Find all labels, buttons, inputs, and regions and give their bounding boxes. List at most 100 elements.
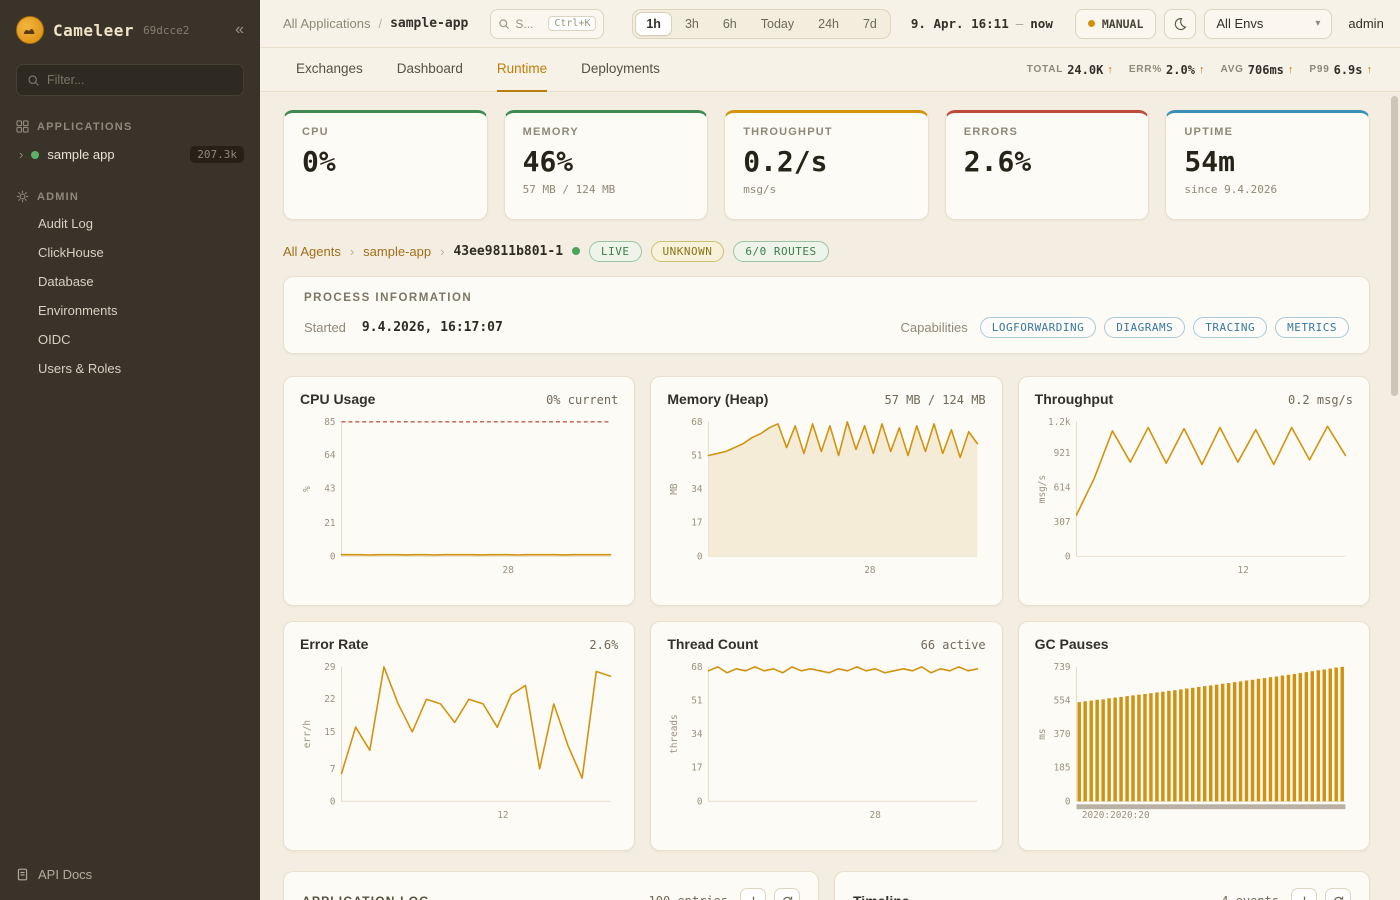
sidebar-item-sample-app[interactable]: › sample app 207.3k (0, 139, 260, 170)
agent-crumb-all-agents[interactable]: All Agents (283, 243, 341, 259)
admin-section-label: ADMIN (37, 190, 80, 203)
throughput-chart: 0 307 614 921 1.2k msg/s 12 (1037, 417, 1346, 576)
kpi-value: 0% (302, 145, 336, 178)
error-rate-chart: 0 7 15 22 29 err/h 12 (302, 662, 612, 821)
chart-current-value: 2.6% (589, 638, 619, 652)
manual-label: MANUAL (1101, 16, 1144, 31)
manual-refresh-button[interactable]: MANUAL (1074, 8, 1157, 39)
kpi-sub: msg/s (743, 183, 777, 196)
kpi-card-throughput: THROUGHPUT 0.2/s msg/s (724, 110, 929, 220)
stat-p99-label: P99 (1309, 64, 1330, 75)
chart-card-error-rate: Error Rate 2.6% 0 7 15 22 29 err/h 12 (283, 621, 636, 851)
svg-text:921: 921 (1053, 448, 1070, 459)
chart-card-memory-heap: Memory (Heap) 57 MB / 124 MB 0 17 34 51 68 MB 2… (650, 376, 1003, 606)
timeline-count: 4 events (1221, 894, 1279, 900)
stat-total-value: 24.0K (1067, 62, 1104, 77)
moon-icon (1173, 17, 1187, 31)
up-arrow-icon: ↑ (1287, 63, 1294, 76)
svg-text:1.2k: 1.2k (1048, 417, 1071, 428)
up-arrow-icon: ↑ (1366, 63, 1373, 76)
tab-deployments[interactable]: Deployments (581, 61, 660, 76)
logo-row: Cameleer 69dcce2 « (0, 0, 260, 52)
time-range-6h[interactable]: 6h (712, 12, 748, 36)
badge-unknown: UNKNOWN (650, 240, 725, 262)
api-docs-link[interactable]: API Docs (0, 851, 260, 900)
app-title: Cameleer (53, 20, 135, 40)
svg-text:ms: ms (1037, 728, 1048, 739)
refresh-button[interactable] (1325, 888, 1351, 900)
env-select-value: All Envs (1216, 16, 1264, 31)
sidebar-item-oidc[interactable]: OIDC (38, 332, 71, 347)
kpi-label: MEMORY (522, 126, 579, 138)
badge-routes: 6/0 ROUTES (733, 240, 829, 262)
svg-text:554: 554 (1053, 695, 1070, 706)
global-search[interactable]: Ctrl+K (490, 8, 605, 39)
sidebar-item-database[interactable]: Database (38, 274, 94, 289)
agent-live-dot (572, 247, 581, 255)
svg-text:34: 34 (692, 484, 704, 495)
svg-text:0: 0 (1065, 796, 1071, 807)
time-range-1h[interactable]: 1h (635, 11, 672, 36)
svg-text:err/h: err/h (302, 720, 313, 748)
stat-err: ERR% 2.0% ↑ (1129, 63, 1205, 77)
collapse-sidebar-icon[interactable]: « (235, 21, 244, 38)
sidebar-item-audit-log[interactable]: Audit Log (38, 216, 93, 231)
time-range-24h[interactable]: 24h (807, 12, 850, 36)
svg-text:739: 739 (1053, 662, 1070, 673)
kpi-card-cpu: CPU 0% (283, 110, 488, 220)
sidebar-item-environments[interactable]: Environments (38, 303, 118, 318)
svg-text:64: 64 (324, 450, 336, 461)
cpu-usage-chart: 0 21 43 64 85% 28 (302, 417, 612, 576)
caret-down-icon: ▾ (1315, 18, 1321, 29)
sidebar-item-users-roles[interactable]: Users & Roles (38, 361, 122, 376)
chart-card-throughput: Throughput 0.2 msg/s 0 307 614 921 1.2k msg/s 1… (1017, 376, 1370, 606)
capabilities-label: Capabilities (900, 320, 968, 335)
svg-text:0: 0 (330, 796, 336, 807)
environment-select[interactable]: All Envs ▾ (1204, 8, 1333, 39)
kpi-label: ERRORS (963, 126, 1019, 138)
tab-bar: Exchanges Dashboard Runtime Deployments … (260, 48, 1400, 92)
thread-count-chart: 0 17 34 51 68 threads 28 (669, 662, 979, 821)
refresh-button[interactable] (774, 888, 800, 900)
svg-text:12: 12 (1237, 565, 1248, 576)
vertical-scrollbar[interactable] (1391, 96, 1398, 396)
tab-runtime[interactable]: Runtime (496, 48, 548, 92)
user-menu[interactable]: admin (1348, 16, 1384, 31)
breadcrumb-all-applications[interactable]: All Applications (283, 16, 371, 31)
sidebar-filter[interactable] (16, 64, 244, 96)
application-log-card: APPLICATION LOG 100 entries (283, 871, 819, 900)
svg-text:17: 17 (692, 763, 703, 774)
kpi-sub: since 9.4.2026 (1184, 183, 1278, 196)
search-input[interactable] (515, 16, 544, 31)
tab-exchanges[interactable]: Exchanges (296, 61, 363, 76)
filter-input[interactable] (47, 73, 233, 87)
download-button[interactable] (1291, 888, 1317, 900)
admin-section-header: ADMIN (0, 190, 260, 209)
agent-crumb-sample-app[interactable]: sample-app (363, 243, 432, 259)
svg-text:0: 0 (330, 551, 336, 562)
process-information-title: PROCESS INFORMATION (304, 292, 473, 304)
svg-text:307: 307 (1053, 517, 1070, 528)
badge-live: LIVE (589, 240, 642, 262)
download-icon (747, 895, 760, 900)
search-icon (498, 18, 510, 30)
download-button[interactable] (740, 888, 766, 900)
started-value: 9.4.2026, 16:17:07 (361, 320, 503, 335)
svg-text:370: 370 (1053, 729, 1070, 740)
time-range-today[interactable]: Today (750, 12, 805, 36)
tab-dashboard[interactable]: Dashboard (396, 61, 463, 76)
message-count-badge: 207.3k (190, 146, 244, 163)
dark-mode-toggle[interactable] (1164, 8, 1197, 39)
time-range-3h[interactable]: 3h (674, 12, 710, 36)
date-range-picker[interactable]: 9. Apr. 16:11 — now (911, 16, 1053, 31)
svg-text:68: 68 (692, 417, 704, 428)
sidebar-item-clickhouse[interactable]: ClickHouse (38, 245, 104, 260)
chart-title: Memory (Heap) (667, 391, 769, 407)
svg-text:28: 28 (870, 810, 882, 821)
svg-text:%: % (302, 486, 313, 492)
capability-logforwarding: LOGFORWARDING (979, 317, 1097, 338)
bottom-row: APPLICATION LOG 100 entries Timeline 4 e… (283, 871, 1370, 900)
svg-text:2020:2020:20: 2020:2020:20 (1082, 810, 1150, 821)
time-range-7d[interactable]: 7d (852, 12, 888, 36)
chevron-right-icon[interactable]: › (19, 147, 24, 162)
